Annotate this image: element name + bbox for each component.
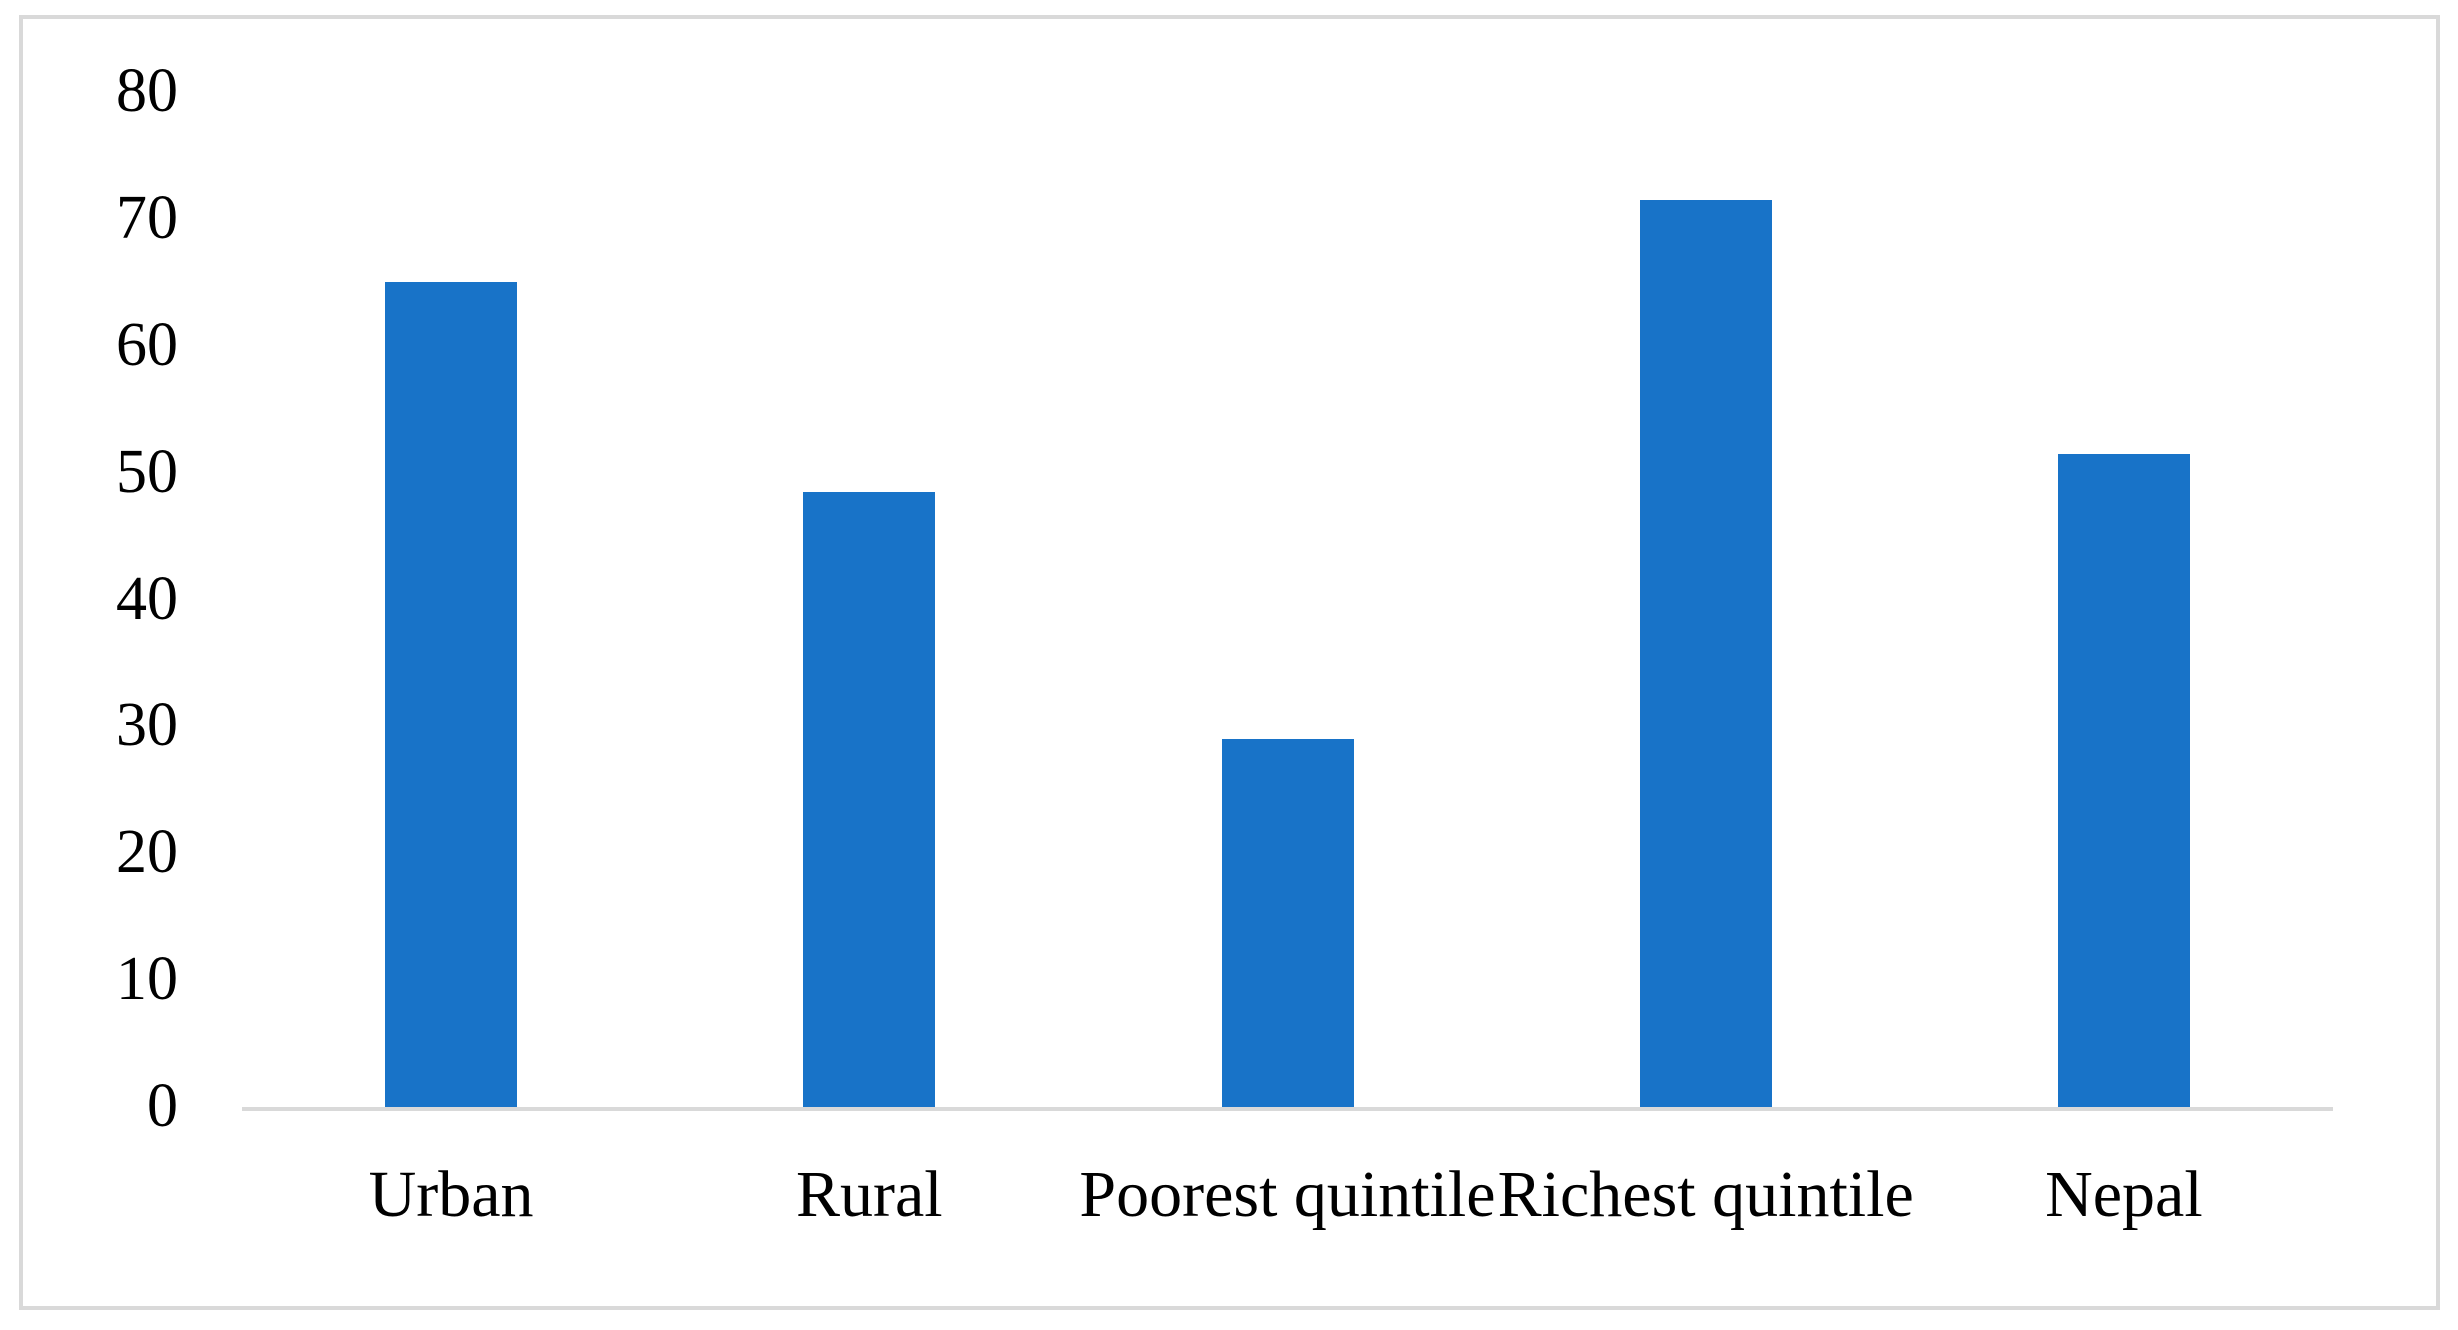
chart-frame: 0 10 20 30 40 50 60 70 80 Urban Rural Poorest quin… bbox=[19, 15, 2440, 1310]
x-category-label-poorest-quintile: Poorest quintile bbox=[1079, 1158, 1496, 1231]
y-tick-label-30: 30 bbox=[116, 691, 178, 760]
bar-poorest-quintile bbox=[1221, 739, 1354, 1107]
x-category-label-rural: Rural bbox=[795, 1158, 943, 1231]
y-tick-label-80: 80 bbox=[116, 56, 178, 125]
x-category-label-urban: Urban bbox=[368, 1158, 534, 1231]
bar-chart-plot-area: 0 10 20 30 40 50 60 70 80 Urban Rural Poorest quin… bbox=[23, 19, 2436, 1306]
bar-rural bbox=[803, 491, 936, 1107]
y-tick-label-40: 40 bbox=[116, 564, 178, 633]
y-tick-label-10: 10 bbox=[116, 944, 178, 1013]
y-tick-label-60: 60 bbox=[116, 310, 178, 379]
y-tick-label-50: 50 bbox=[116, 437, 178, 506]
y-tick-label-20: 20 bbox=[116, 818, 178, 887]
x-category-label-richest-quintile: Richest quintile bbox=[1497, 1158, 1914, 1231]
bar-urban bbox=[385, 282, 518, 1107]
x-axis-line bbox=[242, 1107, 2333, 1111]
x-category-label-nepal: Nepal bbox=[2045, 1158, 2203, 1231]
bar-nepal bbox=[2057, 453, 2190, 1107]
bar-richest-quintile bbox=[1639, 199, 1772, 1107]
y-tick-label-0: 0 bbox=[147, 1071, 178, 1140]
y-tick-label-70: 70 bbox=[116, 183, 178, 252]
